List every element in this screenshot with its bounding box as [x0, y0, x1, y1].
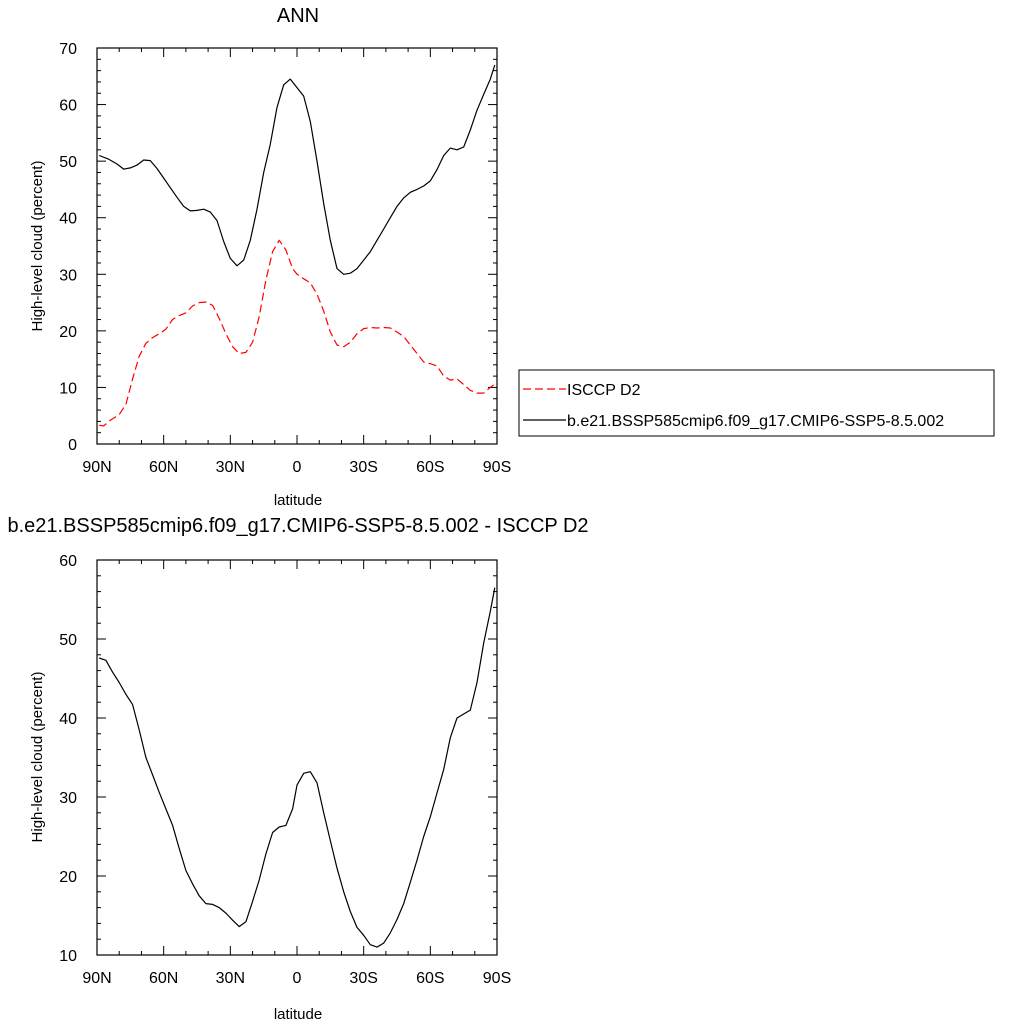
- bottom-y-tick-label: 40: [59, 711, 77, 728]
- bottom-y-tick-label: 30: [59, 790, 77, 807]
- bottom-y-tick-label: 20: [59, 869, 77, 886]
- top-y-tick-label: 20: [59, 324, 77, 341]
- top-x-tick-label: 60N: [149, 459, 178, 476]
- top-chart-frame: [96, 47, 498, 445]
- bottom-x-tick-label: 60N: [149, 970, 178, 987]
- top-series-line-isccp-d2: [99, 239, 496, 427]
- bottom-y-tick-label: 10: [59, 948, 77, 965]
- top-x-tick-label: 30N: [216, 459, 245, 476]
- top-y-tick-label: 40: [59, 211, 77, 228]
- top-x-tick-label: 90N: [82, 459, 111, 476]
- top-x-tick-label: 30S: [349, 459, 377, 476]
- bottom-x-tick-label: 60S: [416, 970, 444, 987]
- top-chart: ANN High-level cloud (percent) latitude …: [29, 5, 511, 509]
- legend-label-model: b.e21.BSSP585cmip6.f09_g17.CMIP6-SSP5-8.…: [567, 413, 944, 430]
- legend-box: [518, 369, 995, 437]
- bottom-chart-title: b.e21.BSSP585cmip6.f09_g17.CMIP6-SSP5-8.…: [7, 515, 588, 537]
- bottom-chart-y-axis-label: High-level cloud (percent): [29, 672, 46, 843]
- bottom-x-tick-label: 0: [293, 970, 302, 987]
- bottom-series-line-difference: [99, 587, 496, 948]
- top-chart-title: ANN: [277, 5, 319, 27]
- top-y-tick-label: 30: [59, 267, 77, 284]
- bottom-chart: b.e21.BSSP585cmip6.f09_g17.CMIP6-SSP5-8.…: [7, 515, 588, 1023]
- top-y-tick-label: 0: [68, 437, 77, 454]
- top-y-tick-label: 50: [59, 154, 77, 171]
- top-x-tick-label: 90S: [483, 459, 511, 476]
- top-y-tick-label: 60: [59, 98, 77, 115]
- bottom-y-tick-label: 50: [59, 632, 77, 649]
- bottom-chart-frame: [96, 559, 498, 956]
- top-y-tick-label: 70: [59, 41, 77, 58]
- legend: ISCCP D2 b.e21.BSSP585cmip6.f09_g17.CMIP…: [518, 369, 995, 437]
- bottom-x-tick-label: 30N: [216, 970, 245, 987]
- bottom-x-tick-label: 90S: [483, 970, 511, 987]
- top-series-line-model: [98, 64, 496, 275]
- bottom-x-tick-label: 30S: [349, 970, 377, 987]
- legend-label-isccp: ISCCP D2: [567, 382, 641, 399]
- bottom-chart-x-axis-label: latitude: [274, 1006, 322, 1023]
- bottom-y-tick-label: 60: [59, 553, 77, 570]
- top-y-tick-label: 10: [59, 380, 77, 397]
- top-chart-y-axis-label: High-level cloud (percent): [29, 161, 46, 332]
- top-chart-x-axis-label: latitude: [274, 492, 322, 509]
- bottom-x-tick-label: 90N: [82, 970, 111, 987]
- top-x-tick-label: 60S: [416, 459, 444, 476]
- top-x-tick-label: 0: [293, 459, 302, 476]
